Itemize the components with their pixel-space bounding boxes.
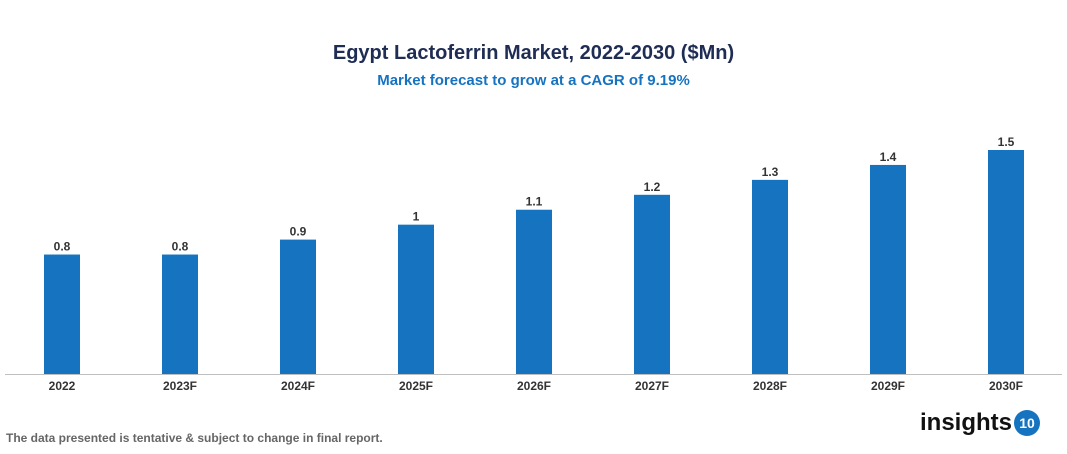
x-tick-label: 2023F: [163, 379, 197, 393]
x-tick-label: 2029F: [871, 379, 905, 393]
bar-2028F: [752, 179, 788, 374]
bar-2025F: [398, 224, 434, 374]
bar-2022: [44, 254, 80, 374]
x-tick-label: 2026F: [517, 379, 551, 393]
data-label: 1: [413, 210, 420, 224]
data-label: 0.8: [54, 240, 71, 254]
x-tick-label: 2028F: [753, 379, 787, 393]
data-label: 1.5: [998, 135, 1015, 149]
data-label: 1.4: [880, 150, 897, 164]
x-tick-label: 2025F: [399, 379, 433, 393]
x-tick-label: 2027F: [635, 379, 669, 393]
bar-2026F: [516, 209, 552, 374]
x-tick-label: 2024F: [281, 379, 315, 393]
insights10-logo: insights 10: [920, 409, 1041, 437]
bar-2029F: [870, 164, 906, 374]
logo-badge: 10: [1014, 410, 1041, 436]
bar-2030F: [988, 150, 1024, 374]
x-tick-label: 2022: [49, 379, 76, 393]
x-tick-label: 2030F: [989, 379, 1023, 393]
bar-2027F: [634, 194, 670, 374]
footnote: The data presented is tentative & subjec…: [6, 431, 383, 445]
logo-text: insights: [920, 409, 1013, 436]
data-label: 0.9: [290, 225, 307, 239]
data-label: 1.1: [526, 195, 543, 209]
data-label: 1.2: [644, 180, 661, 194]
data-label: 1.3: [762, 165, 779, 179]
chart-subtitle: Market forecast to grow at a CAGR of 9.1…: [377, 72, 690, 89]
data-label: 0.8: [172, 240, 189, 254]
bar-2024F: [280, 239, 316, 374]
bar-2023F: [162, 254, 198, 374]
chart-title: Egypt Lactoferrin Market, 2022-2030 ($Mn…: [332, 42, 735, 64]
